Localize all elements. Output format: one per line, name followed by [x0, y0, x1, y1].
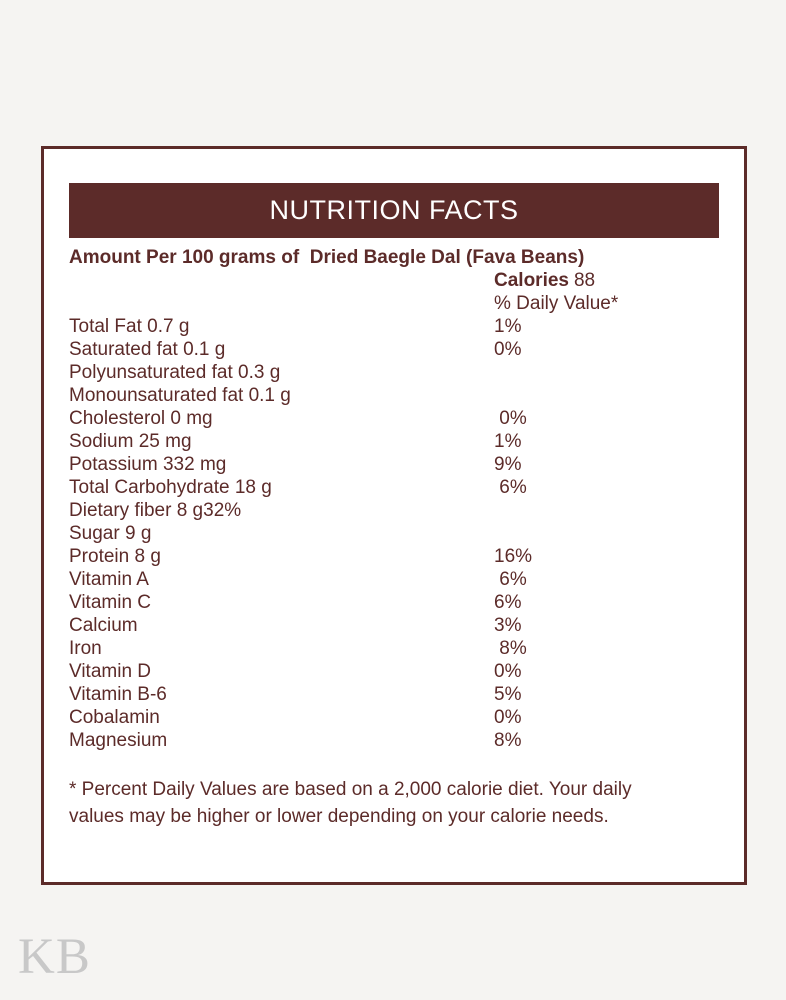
- nutrient-name: Iron: [69, 638, 102, 659]
- nutrient-row: Iron 8%: [69, 637, 721, 660]
- calories-line: Calories 88: [69, 269, 721, 292]
- nutrient-name: Monounsaturated fat 0.1 g: [69, 385, 291, 406]
- nutrient-row: Magnesium 8%: [69, 729, 721, 752]
- nutrient-daily-value: 6%: [494, 592, 522, 613]
- nutrient-daily-value: 8%: [494, 730, 522, 751]
- nutrient-name: Sugar 9 g: [69, 523, 152, 544]
- nutrient-name: Polyunsaturated fat 0.3 g: [69, 362, 281, 383]
- nutrient-daily-value: 3%: [494, 615, 522, 636]
- footnote-line: values may be higher or lower depending …: [69, 806, 609, 827]
- nutrient-row: Sodium 25 mg 1%: [69, 430, 721, 453]
- nutrient-name: Sodium 25 mg: [69, 431, 192, 452]
- nutrient-daily-value: 0%: [494, 707, 522, 728]
- nutrient-row: Vitamin B-6 5%: [69, 683, 721, 706]
- nutrient-row: Vitamin A 6%: [69, 568, 721, 591]
- calories-label: Calories: [494, 270, 569, 291]
- nutrient-row: Sugar 9 g: [69, 522, 721, 545]
- nutrient-name: Cobalamin: [69, 707, 160, 728]
- nutrient-row: Potassium 332 mg 9%: [69, 453, 721, 476]
- daily-value-header: % Daily Value*: [494, 293, 619, 314]
- nutrient-daily-value: 5%: [494, 684, 522, 705]
- nutrition-label-card: NUTRITION FACTS Amount Per 100 grams of …: [41, 146, 747, 885]
- nutrition-facts-title: NUTRITION FACTS: [269, 195, 519, 225]
- nutrient-daily-value: 6%: [494, 477, 527, 498]
- nutrient-rows: Total Fat 0.7 g 1% Saturated fat 0.1 g 0% Po…: [69, 315, 721, 752]
- nutrient-daily-value: 9%: [494, 454, 522, 475]
- nutrient-row: Total Fat 0.7 g 1%: [69, 315, 721, 338]
- nutrient-name: Potassium 332 mg: [69, 454, 227, 475]
- label-content: Amount Per 100 grams of Dried Baegle Dal…: [69, 246, 721, 830]
- nutrient-daily-value: 0%: [494, 339, 522, 360]
- nutrient-name: Total Fat 0.7 g: [69, 316, 190, 337]
- nutrient-name: Saturated fat 0.1 g: [69, 339, 226, 360]
- calories-value: 88: [573, 270, 596, 291]
- nutrient-row: Cholesterol 0 mg 0%: [69, 407, 721, 430]
- nutrient-row: Saturated fat 0.1 g 0%: [69, 338, 721, 361]
- nutrient-name: Dietary fiber 8 g: [69, 500, 204, 521]
- nutrient-name: Calcium: [69, 615, 138, 636]
- nutrient-name: Protein 8 g: [69, 546, 161, 567]
- nutrient-row: Vitamin D 0%: [69, 660, 721, 683]
- nutrient-row: Protein 8 g 16%: [69, 545, 721, 568]
- nutrition-facts-header-band: NUTRITION FACTS: [69, 183, 719, 238]
- nutrient-daily-value: 8%: [494, 638, 527, 659]
- nutrient-name: Total Carbohydrate 18 g: [69, 477, 272, 498]
- nutrient-name: Magnesium: [69, 730, 168, 751]
- nutrient-name: Vitamin B-6: [69, 684, 167, 705]
- nutrient-row: Cobalamin 0%: [69, 706, 721, 729]
- nutrient-daily-value: 1%: [494, 431, 522, 452]
- daily-value-footnote: * Percent Daily Values are based on a 2,…: [69, 776, 669, 830]
- nutrient-daily-value: 0%: [494, 661, 522, 682]
- nutrient-daily-value: 0%: [494, 408, 527, 429]
- serving-size-line: Amount Per 100 grams of Dried Baegle Dal…: [69, 247, 585, 268]
- footnote-line: * Percent Daily Values are based on a 2,…: [69, 779, 632, 800]
- nutrient-name: Vitamin A: [69, 569, 149, 590]
- nutrient-row: Vitamin C 6%: [69, 591, 721, 614]
- nutrient-name: Vitamin C: [69, 592, 152, 613]
- nutrient-row: Total Carbohydrate 18 g 6%: [69, 476, 721, 499]
- nutrient-row: Monounsaturated fat 0.1 g: [69, 384, 721, 407]
- nutrient-name: Cholesterol 0 mg: [69, 408, 213, 429]
- watermark-kb: KB: [18, 929, 91, 985]
- nutrient-row: Dietary fiber 8 g32%: [69, 499, 721, 522]
- nutrient-daily-value: 32%: [203, 500, 242, 521]
- nutrient-daily-value: 1%: [494, 316, 522, 337]
- nutrient-row: Polyunsaturated fat 0.3 g: [69, 361, 721, 384]
- nutrient-name: Vitamin D: [69, 661, 152, 682]
- nutrient-daily-value: 16%: [494, 546, 533, 567]
- nutrient-daily-value: 6%: [494, 569, 527, 590]
- nutrient-row: Calcium 3%: [69, 614, 721, 637]
